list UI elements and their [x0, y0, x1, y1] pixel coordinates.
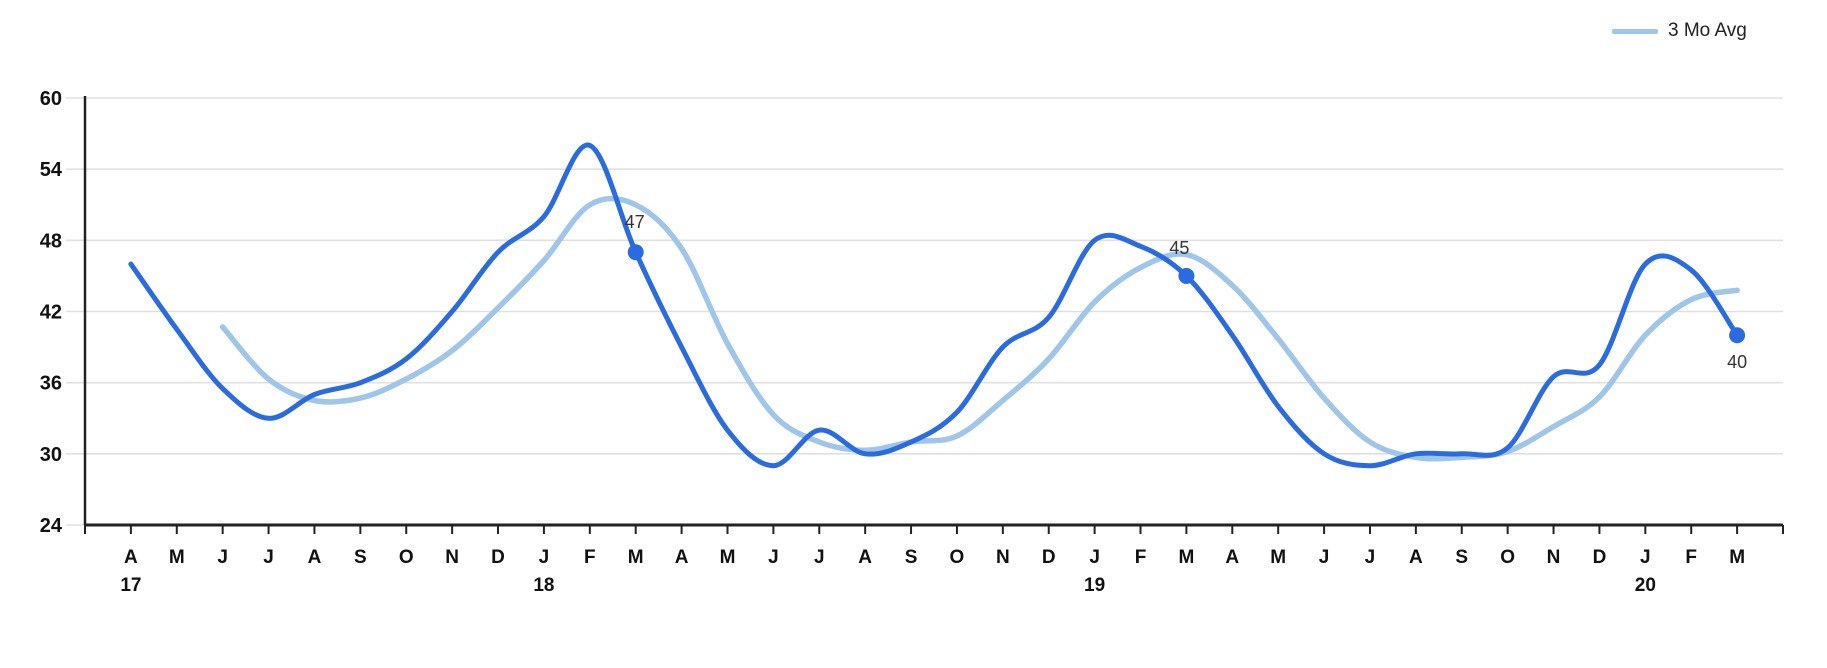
- month-label: S: [905, 547, 918, 568]
- month-label: A: [1225, 547, 1239, 568]
- month-label: F: [584, 547, 596, 568]
- marker-dot[interactable]: [627, 244, 644, 261]
- month-label: F: [1685, 547, 1697, 568]
- year-label: 19: [1084, 575, 1105, 596]
- month-label: F: [1135, 547, 1147, 568]
- month-label: A: [675, 547, 689, 568]
- month-label: J: [1365, 547, 1376, 568]
- year-label: 17: [120, 575, 141, 596]
- month-label: D: [1593, 547, 1607, 568]
- month-label: M: [1729, 547, 1745, 568]
- month-label: J: [1319, 547, 1330, 568]
- month-label: N: [445, 547, 459, 568]
- month-label: D: [1042, 547, 1056, 568]
- month-label: S: [354, 547, 367, 568]
- marker-dot[interactable]: [1178, 267, 1195, 284]
- month-label: N: [1547, 547, 1561, 568]
- month-label: A: [858, 547, 872, 568]
- month-label: D: [491, 547, 505, 568]
- month-label: A: [1409, 547, 1423, 568]
- month-label: O: [1500, 547, 1515, 568]
- month-label: O: [950, 547, 965, 568]
- month-label: M: [720, 547, 736, 568]
- month-label: M: [169, 547, 185, 568]
- y-tick-label: 42: [40, 302, 62, 324]
- legend[interactable]: 3 Mo Avg: [1612, 20, 1747, 42]
- month-label: M: [1270, 547, 1286, 568]
- month-label: J: [217, 547, 228, 568]
- y-tick-label: 24: [40, 515, 63, 537]
- month-label: J: [1089, 547, 1100, 568]
- month-label: J: [768, 547, 779, 568]
- y-tick-label: 60: [40, 88, 62, 110]
- marker-label: 45: [1169, 238, 1189, 258]
- marker-label: 47: [625, 212, 645, 232]
- month-label: J: [814, 547, 825, 568]
- month-label: J: [1640, 547, 1651, 568]
- avg-series-path: [219, 195, 1740, 462]
- month-label: S: [1455, 547, 1468, 568]
- month-label: O: [399, 547, 414, 568]
- y-tick-label: 30: [40, 444, 62, 466]
- marker-dot[interactable]: [1729, 327, 1746, 344]
- month-label: J: [539, 547, 550, 568]
- avg-line-legend-label: 3 Mo Avg: [1668, 20, 1747, 41]
- year-label: 20: [1635, 575, 1656, 596]
- month-label: J: [263, 547, 274, 568]
- month-label: A: [308, 547, 322, 568]
- month-label: A: [124, 547, 138, 568]
- y-tick-label: 36: [40, 373, 62, 395]
- month-label: M: [628, 547, 644, 568]
- year-label: 18: [533, 575, 554, 596]
- month-label: N: [996, 547, 1010, 568]
- avg-line-legend-swatch: [1612, 28, 1658, 34]
- y-tick-label: 54: [40, 159, 63, 181]
- y-tick-label: 48: [40, 230, 62, 252]
- primary-series-path: [128, 142, 1740, 469]
- month-label: M: [1178, 547, 1194, 568]
- marker-label: 40: [1727, 352, 1747, 372]
